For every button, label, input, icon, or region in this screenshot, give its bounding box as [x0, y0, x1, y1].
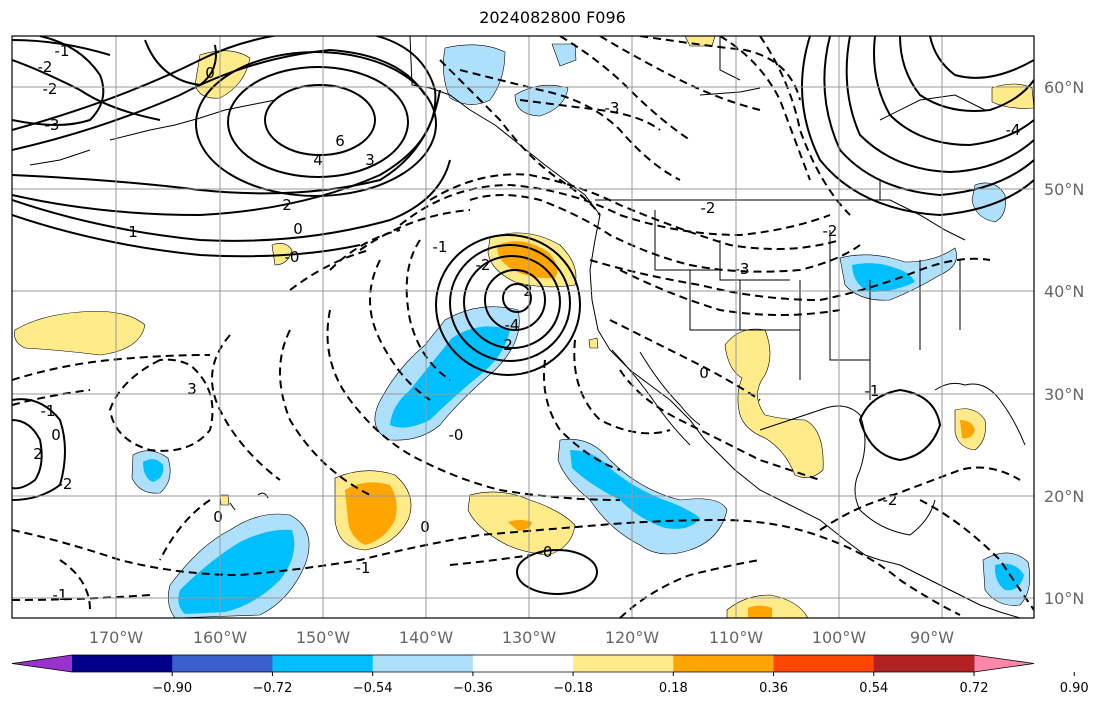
contour-label: -3 [605, 99, 620, 117]
colorbar-tick-label: 0.18 [659, 681, 688, 696]
contour-label: -4 [1006, 121, 1021, 139]
map-frame [11, 35, 1035, 619]
contour-label: 0 [205, 64, 215, 82]
lat-label: 50°N [1044, 180, 1084, 199]
colorbar-tick-label: −0.72 [253, 681, 293, 696]
contour-label: -0 [538, 543, 553, 561]
colorbar-tick-label: 0.36 [759, 681, 788, 696]
contour-label: 0 [420, 518, 430, 536]
lon-label: 140°W [399, 628, 454, 647]
contour-label: 2 [503, 336, 513, 354]
coastlines [29, 36, 1026, 618]
lat-label: 40°N [1044, 282, 1084, 301]
contours [12, 36, 1034, 618]
longitude-labels: 170°W 160°W 150°W 140°W 130°W 120°W 110°… [89, 628, 954, 647]
lon-label: 90°W [910, 628, 954, 647]
colorbar-tick-label: −0.36 [453, 681, 493, 696]
contour-label: -1 [53, 586, 68, 604]
latitude-labels: 60°N 50°N 40°N 30°N 20°N 10°N [1044, 78, 1084, 608]
contour-label: -4 [505, 316, 520, 334]
map-title: 2024082800 F096 [479, 8, 626, 27]
contour-label: -3 [735, 260, 750, 278]
contour-label: -0 [285, 248, 300, 266]
colorbar-segment [873, 655, 975, 672]
contour-label: -1 [41, 402, 56, 420]
contour-label: -2 [883, 491, 898, 509]
colorbar-segment [172, 655, 273, 672]
colorbar-extend-low [12, 655, 72, 672]
lat-label: 30°N [1044, 385, 1084, 404]
contour-label: -2 [38, 58, 53, 76]
contour-label: 3 [365, 151, 375, 169]
lon-label: 120°W [605, 628, 660, 647]
lon-label: 160°W [193, 628, 248, 647]
contour-label: 0 [699, 364, 709, 382]
contour-label: -2 [701, 199, 716, 217]
contour-label: -2 [823, 222, 838, 240]
contour-label: 6 [335, 132, 345, 150]
colorbar-extend-high [974, 655, 1034, 672]
contour-label: -2 [43, 80, 58, 98]
lat-label: 60°N [1044, 78, 1084, 97]
colorbar-segment [673, 655, 775, 672]
colorbar-segment [372, 655, 474, 672]
colorbar-tick-label: 0.54 [859, 681, 888, 696]
contour-label: -1 [55, 42, 70, 60]
contour-label: -1 [356, 559, 371, 577]
lon-label: 100°W [812, 628, 867, 647]
colorbar-tick-label: 0.72 [960, 681, 989, 696]
lon-label: 110°W [709, 628, 764, 647]
colorbar-tick-label: 0.90 [1060, 681, 1089, 696]
colorbar-segment [72, 655, 173, 672]
colorbar: −0.90 −0.72 −0.54 −0.36 −0.18 0.18 0.36 0.54 0.7… [11, 654, 1089, 696]
contour-label: 3 [187, 380, 197, 398]
colorbar-segment [573, 655, 674, 672]
lon-label: 130°W [502, 628, 557, 647]
contour-label: 4 [313, 151, 323, 169]
colorbar-segment [472, 655, 574, 672]
colorbar-segment [272, 655, 374, 672]
colorbar-segment [773, 655, 875, 672]
lat-label: 20°N [1044, 487, 1084, 506]
colorbar-tick-label: −0.18 [553, 681, 593, 696]
contour-label: -1 [433, 238, 448, 256]
contour-label: 2 [282, 196, 292, 214]
gridlines [12, 36, 1034, 618]
contour-label: -0 [449, 426, 464, 444]
contour-label: 0 [293, 220, 303, 238]
contour-label: -3 [45, 116, 60, 134]
colorbar-tick-label: −0.90 [152, 681, 192, 696]
contour-label: 0 [213, 508, 223, 526]
contour-label: 0 [51, 426, 61, 444]
contour-label: 2 [33, 445, 43, 463]
contour-label: -2 [58, 475, 73, 493]
lon-label: 170°W [89, 628, 144, 647]
contour-label: -1 [865, 382, 880, 400]
colorbar-tick-label: −0.54 [353, 681, 393, 696]
lat-label: 10°N [1044, 589, 1084, 608]
lon-label: 150°W [296, 628, 351, 647]
contour-label: -2 [476, 256, 491, 274]
contour-label: 1 [128, 223, 138, 241]
